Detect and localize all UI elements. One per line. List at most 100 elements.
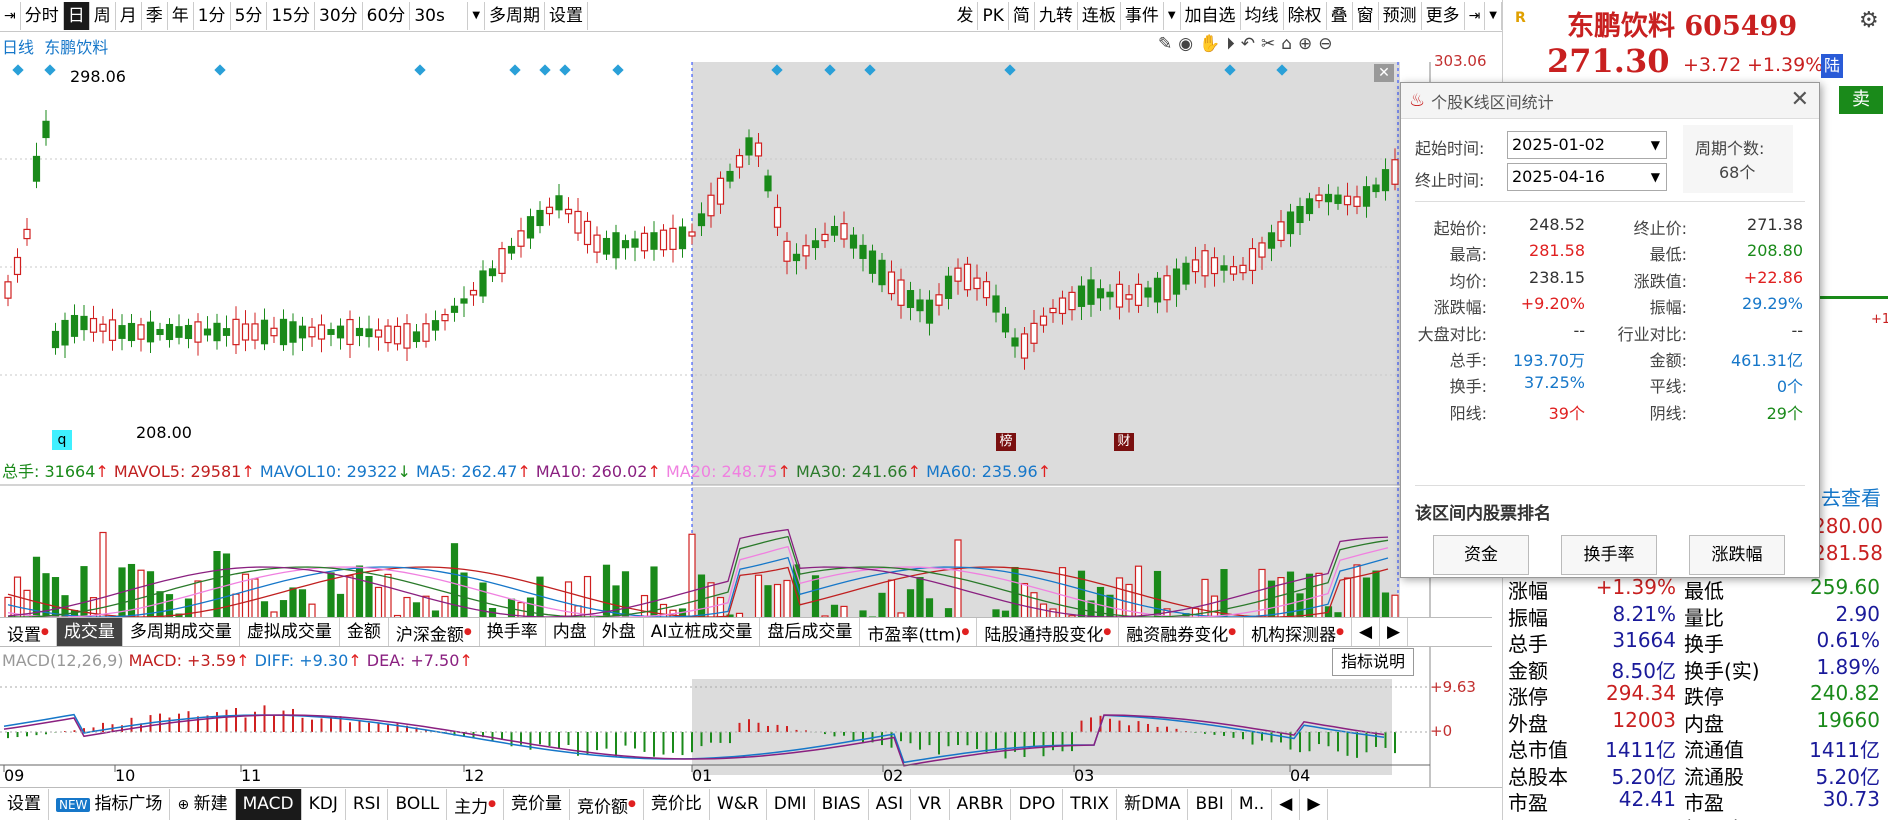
btab-dmi[interactable]: DMI — [767, 788, 815, 820]
btab-bias[interactable]: BIAS — [815, 788, 869, 820]
event-button[interactable]: 事件 — [1121, 1, 1164, 30]
btab-macd[interactable]: MACD — [235, 788, 302, 820]
vtab-pe[interactable]: 市盈率(ttm)● — [860, 618, 978, 646]
period-week[interactable]: 周 — [90, 1, 116, 30]
vtab-hk-holding[interactable]: 陆股通持股变化● — [977, 618, 1120, 646]
period-30s[interactable]: 30s — [410, 1, 469, 30]
lianban-button[interactable]: 连板 — [1078, 1, 1121, 30]
period-1min[interactable]: 1分 — [194, 1, 231, 30]
period-month[interactable]: 月 — [116, 1, 142, 30]
period-15min[interactable]: 15分 — [267, 1, 316, 30]
btab-auction-amt[interactable]: 竞价额● — [570, 788, 644, 820]
vtab-multi-volume[interactable]: 多周期成交量 — [123, 618, 240, 646]
period-5min[interactable]: 5分 — [231, 1, 268, 30]
forecast-button[interactable]: 预测 — [1379, 1, 1422, 30]
btab-indicator-square[interactable]: NEW 指标广场 — [49, 788, 171, 820]
candle-body — [1115, 283, 1124, 308]
vtab-hs-amount[interactable]: 沪深金额● — [389, 618, 480, 646]
candle-body — [1191, 259, 1200, 273]
mavol5: MAVOL5: 29581 — [113, 462, 242, 481]
btab-trix[interactable]: TRIX — [1063, 788, 1118, 820]
marker-bang[interactable]: 榜 — [996, 433, 1016, 451]
multi-period-button[interactable]: 多周期 — [485, 1, 546, 30]
interval-close-icon[interactable]: ✕ — [1374, 64, 1394, 82]
btab-kdj[interactable]: KDJ — [302, 788, 346, 820]
vtab-turnover[interactable]: 换手率 — [480, 618, 546, 646]
indicator-explain-button[interactable]: 指标说明 — [1332, 648, 1415, 676]
btab-vr[interactable]: VR — [911, 788, 950, 820]
start-time-select[interactable]: 2025-01-02 ▼ — [1507, 131, 1667, 159]
marker-q[interactable]: q — [52, 430, 72, 450]
btab-dpo[interactable]: DPO — [1011, 788, 1064, 820]
quote-v2: 1.89% — [1816, 654, 1880, 679]
btab-wr[interactable]: W&R — [710, 788, 767, 820]
btab-settings[interactable]: 设置 — [0, 788, 49, 820]
volume-ma-line — [7, 566, 1389, 618]
fa-button[interactable]: 发 — [952, 1, 979, 30]
btab-boll[interactable]: BOLL — [388, 788, 448, 820]
pk-button[interactable]: PK — [978, 1, 1009, 30]
end-time-select[interactable]: 2025-04-16 ▼ — [1507, 163, 1667, 191]
period-fenshi[interactable]: 分时 — [21, 1, 64, 30]
btab-auction-vol[interactable]: 竞价量 — [504, 788, 571, 820]
btab-rsi[interactable]: RSI — [346, 788, 389, 820]
btab-main[interactable]: 主力● — [447, 788, 505, 820]
vtab-next-icon[interactable]: ▶ — [1380, 618, 1409, 646]
btab-new[interactable]: ⊕ 新建 — [170, 788, 236, 820]
btab-next-icon[interactable]: ▶ — [1300, 788, 1329, 820]
btab-prev-icon[interactable]: ◀ — [1272, 788, 1301, 820]
dialog-titlebar[interactable]: ♨ 个股K线区间统计 — [1401, 83, 1819, 119]
vtab-inner[interactable]: 内盘 — [546, 618, 595, 646]
add-watch-button[interactable]: 加自选 — [1181, 1, 1241, 30]
period-dropdown-icon[interactable]: ▼ — [468, 1, 486, 30]
overlay-button[interactable]: 叠 — [1327, 1, 1353, 30]
marker-cai[interactable]: 财 — [1114, 433, 1134, 451]
event-dropdown-icon[interactable]: ▼ — [1164, 1, 1181, 30]
vtab-ai-volume[interactable]: AI立桩成交量 — [644, 618, 761, 646]
vtab-margin[interactable]: 融资融券变化● — [1119, 618, 1245, 646]
sell-button[interactable]: 卖 — [1839, 86, 1883, 114]
period-year[interactable]: 年 — [168, 1, 194, 30]
period-30min[interactable]: 30分 — [315, 1, 363, 30]
last-price: 271.30 — [1547, 42, 1670, 80]
ma-button[interactable]: 均线 — [1241, 1, 1284, 30]
period-60min[interactable]: 60分 — [363, 1, 411, 30]
dialog-close-icon[interactable]: ✕ — [1790, 87, 1809, 112]
candle-body — [1106, 291, 1114, 298]
more-dropdown-icon[interactable]: ▼ — [1485, 1, 1502, 30]
btab-bbi[interactable]: BBI — [1188, 788, 1232, 820]
vtab-amount[interactable]: 金额 — [340, 618, 389, 646]
go-view-link[interactable]: 去查看 — [1821, 486, 1881, 510]
jiuzhuan-button[interactable]: 九转 — [1035, 1, 1078, 30]
vtab-settings[interactable]: 设置● — [0, 618, 57, 646]
period-quarter[interactable]: 季 — [142, 1, 168, 30]
jian-button[interactable]: 简 — [1009, 1, 1035, 30]
more-button[interactable]: 更多 — [1422, 1, 1465, 30]
expand-icon[interactable]: ⇥ — [1465, 1, 1486, 30]
fullscreen-icon[interactable]: ⇥ — [0, 1, 21, 30]
adjust-button[interactable]: 除权 — [1284, 1, 1327, 30]
btab-more[interactable]: M.. — [1232, 788, 1273, 820]
gear-icon[interactable]: ⚙ — [1859, 8, 1879, 33]
vtab-outer[interactable]: 外盘 — [595, 618, 644, 646]
candle-body — [1153, 277, 1162, 303]
stat-label: 换手: — [1449, 377, 1487, 397]
vtab-after-volume[interactable]: 盘后成交量 — [760, 618, 861, 646]
kline-chart[interactable] — [0, 32, 1502, 792]
window-button[interactable]: 窗 — [1353, 1, 1379, 30]
vtab-prev-icon[interactable]: ◀ — [1352, 618, 1381, 646]
vtab-virtual-volume[interactable]: 虚拟成交量 — [240, 618, 340, 646]
vtab-volume[interactable]: 成交量 — [56, 618, 123, 646]
rank-turnover-button[interactable]: 换手率 — [1561, 535, 1657, 575]
settings-button[interactable]: 设置 — [545, 1, 589, 30]
chevron-down-icon: ▼ — [1650, 170, 1660, 184]
rank-fund-button[interactable]: 资金 — [1433, 535, 1529, 575]
btab-arbr[interactable]: ARBR — [950, 788, 1012, 820]
period-day[interactable]: 日 — [63, 1, 90, 30]
btab-asi[interactable]: ASI — [869, 788, 912, 820]
btab-new-dma[interactable]: 新DMA — [1117, 788, 1189, 820]
btab-auction-ratio[interactable]: 竞价比 — [644, 788, 710, 820]
rank-change-button[interactable]: 涨跌幅 — [1689, 535, 1785, 575]
vtab-institution[interactable]: 机构探测器● — [1244, 618, 1352, 646]
candle-body — [403, 323, 411, 349]
